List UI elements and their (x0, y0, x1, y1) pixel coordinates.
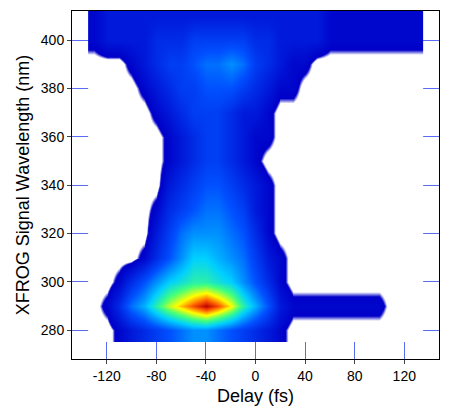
svg-text:380: 380 (41, 80, 65, 96)
svg-text:360: 360 (41, 129, 65, 145)
svg-text:300: 300 (41, 274, 65, 290)
svg-text:Delay (fs): Delay (fs) (217, 386, 294, 406)
svg-text:340: 340 (41, 177, 65, 193)
svg-text:-80: -80 (146, 368, 166, 384)
svg-text:0: 0 (252, 368, 260, 384)
svg-text:XFROG Signal Wavelength (nm): XFROG Signal Wavelength (nm) (13, 55, 33, 315)
svg-text:80: 80 (347, 368, 363, 384)
svg-text:-120: -120 (93, 368, 121, 384)
svg-text:320: 320 (41, 225, 65, 241)
svg-text:400: 400 (41, 32, 65, 48)
svg-text:-40: -40 (196, 368, 216, 384)
svg-text:40: 40 (297, 368, 313, 384)
svg-text:120: 120 (393, 368, 417, 384)
svg-text:280: 280 (41, 322, 65, 338)
